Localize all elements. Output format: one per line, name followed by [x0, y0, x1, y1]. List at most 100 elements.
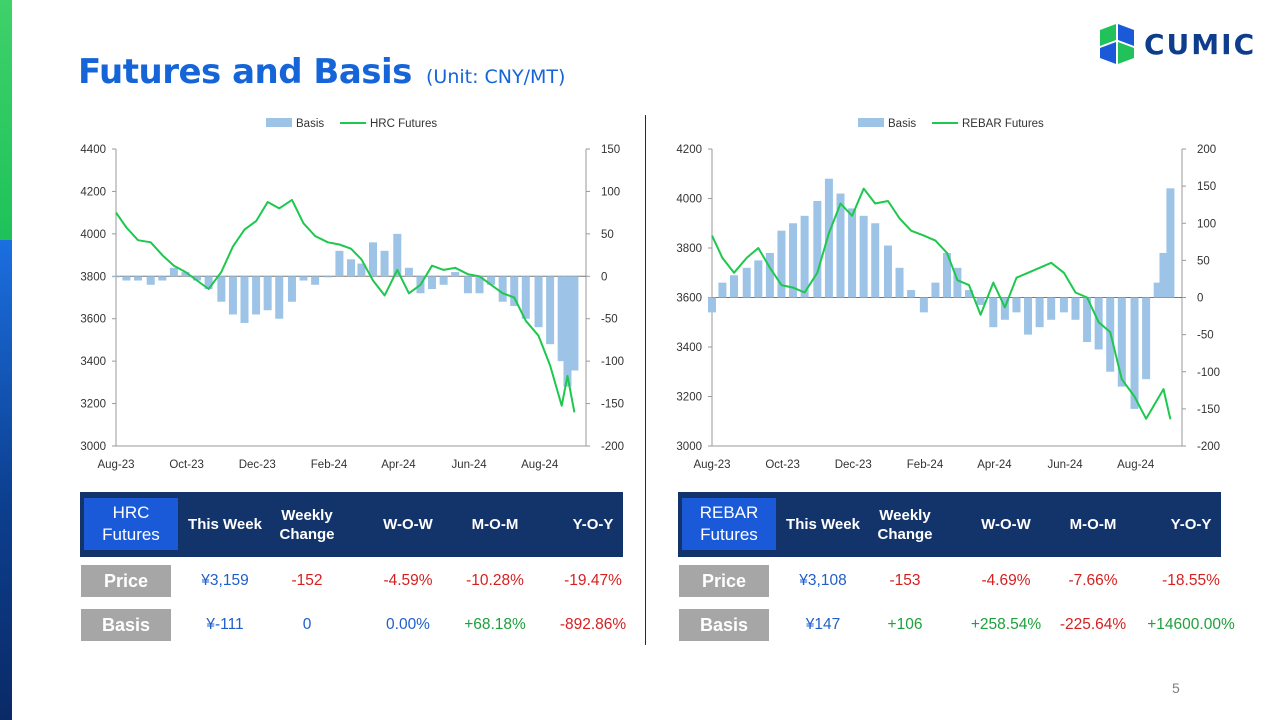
futures-line — [115, 198, 576, 413]
x-tick-label: Apr-24 — [381, 459, 416, 471]
basis-bar — [765, 252, 774, 298]
basis-bar — [287, 276, 296, 302]
basis-bar — [335, 250, 344, 277]
table-cell: ¥3,108 — [799, 572, 847, 589]
futures-line — [711, 187, 1172, 420]
basis-bar — [953, 267, 962, 298]
basis-bar — [836, 193, 845, 298]
left-tick-label: 3600 — [676, 293, 702, 305]
basis-bar — [323, 276, 332, 278]
basis-bar — [451, 272, 460, 277]
basis-bar — [1142, 297, 1151, 380]
left-tick-label: 3000 — [676, 441, 702, 453]
table-column-header: Y-O-Y — [1170, 516, 1212, 533]
basis-bar — [368, 242, 377, 277]
right-tick-label: 200 — [1197, 144, 1216, 156]
table-cell: -7.66% — [1068, 572, 1118, 589]
x-tick-label: Jun-24 — [1047, 459, 1083, 471]
basis-bar — [1117, 297, 1126, 387]
basis-bar — [883, 245, 892, 298]
basis-bar — [275, 276, 284, 319]
right-tick-label: -150 — [1197, 404, 1220, 416]
page-number: 5 — [1172, 680, 1180, 696]
right-tick-label: 100 — [1197, 218, 1216, 230]
basis-bar — [158, 276, 167, 281]
right-tick-label: -200 — [1197, 441, 1220, 453]
table-cell: -10.28% — [466, 572, 524, 589]
basis-bar — [1047, 297, 1056, 320]
right-tick-label: 0 — [601, 271, 607, 283]
right-tick-label: -100 — [1197, 367, 1220, 379]
basis-bar — [475, 276, 484, 294]
basis-bar — [563, 276, 572, 387]
cumic-logo: CUMIC — [1096, 20, 1256, 70]
left-tick-label: 3200 — [676, 392, 702, 404]
table-cell: -152 — [291, 572, 323, 589]
logo-mark-icon — [1100, 24, 1134, 64]
legend-basis-swatch — [858, 118, 884, 127]
table-row-label: Price — [81, 565, 171, 597]
basis-bar — [534, 276, 543, 328]
basis-bar — [754, 260, 763, 298]
basis-bar — [252, 276, 261, 315]
right-tick-label: 150 — [601, 144, 620, 156]
table-column-header: W-O-W — [383, 516, 433, 533]
basis-bar — [347, 259, 355, 277]
basis-bar — [146, 276, 155, 285]
basis-bar — [498, 276, 507, 302]
basis-bar — [729, 275, 738, 298]
table-row-label: Basis — [81, 609, 171, 641]
stripe-blue — [0, 240, 12, 720]
left-tick-label: 3000 — [80, 441, 106, 453]
basis-bar — [895, 267, 904, 298]
basis-bar — [546, 276, 555, 345]
basis-bar — [777, 230, 786, 298]
basis-bar — [510, 276, 519, 306]
table-cell: -19.47% — [564, 572, 622, 589]
x-tick-label: Oct-23 — [169, 459, 204, 471]
x-tick-label: Feb-24 — [907, 459, 944, 471]
basis-bar — [943, 252, 951, 298]
basis-bar — [357, 263, 366, 277]
right-tick-label: 50 — [1197, 255, 1210, 267]
x-tick-label: Aug-24 — [521, 459, 559, 471]
basis-bar — [439, 276, 448, 285]
basis-bar — [1083, 297, 1092, 343]
basis-bar — [122, 276, 131, 281]
left-tick-label: 4000 — [80, 229, 106, 241]
basis-bar — [742, 267, 751, 298]
left-tick-label: 3800 — [80, 271, 106, 283]
basis-bar — [1071, 297, 1080, 320]
legend-basis-label: Basis — [296, 118, 324, 130]
left-tick-label: 4200 — [676, 144, 702, 156]
right-tick-label: 50 — [601, 229, 614, 241]
table-column-header: Y-O-Y — [572, 516, 614, 533]
page-title: Futures and Basis — [78, 52, 412, 92]
table-row-label: Basis — [679, 609, 769, 641]
basis-bar — [240, 276, 249, 323]
right-tick-label: -150 — [601, 399, 624, 411]
right-tick-label: 100 — [601, 186, 620, 198]
column-divider — [645, 115, 646, 645]
table-cell: -225.64% — [1059, 616, 1127, 633]
left-tick-label: 3600 — [80, 314, 106, 326]
basis-bar — [404, 267, 413, 277]
basis-bar — [931, 282, 940, 298]
table-column-header: Weekly Change — [877, 506, 933, 543]
basis-bar — [570, 276, 579, 371]
basis-bar — [1000, 297, 1009, 320]
left-tick-label: 3800 — [676, 243, 702, 255]
table-corner-label: REBAR Futures — [682, 498, 776, 550]
left-tick-label: 3200 — [80, 399, 106, 411]
legend-futures-label: REBAR Futures — [962, 118, 1044, 130]
basis-bar — [428, 276, 437, 290]
table-column-header: This Week — [786, 516, 860, 533]
table-header: REBAR Futures This Week Weekly Change W-O-W M-… — [678, 492, 1221, 557]
basis-bar — [848, 208, 857, 298]
basis-bar — [1166, 188, 1175, 298]
x-tick-label: Dec-23 — [835, 459, 872, 471]
table-cell: 0 — [302, 616, 312, 633]
basis-bar — [964, 290, 973, 298]
right-tick-label: -50 — [601, 314, 618, 326]
basis-bar — [1059, 297, 1068, 313]
